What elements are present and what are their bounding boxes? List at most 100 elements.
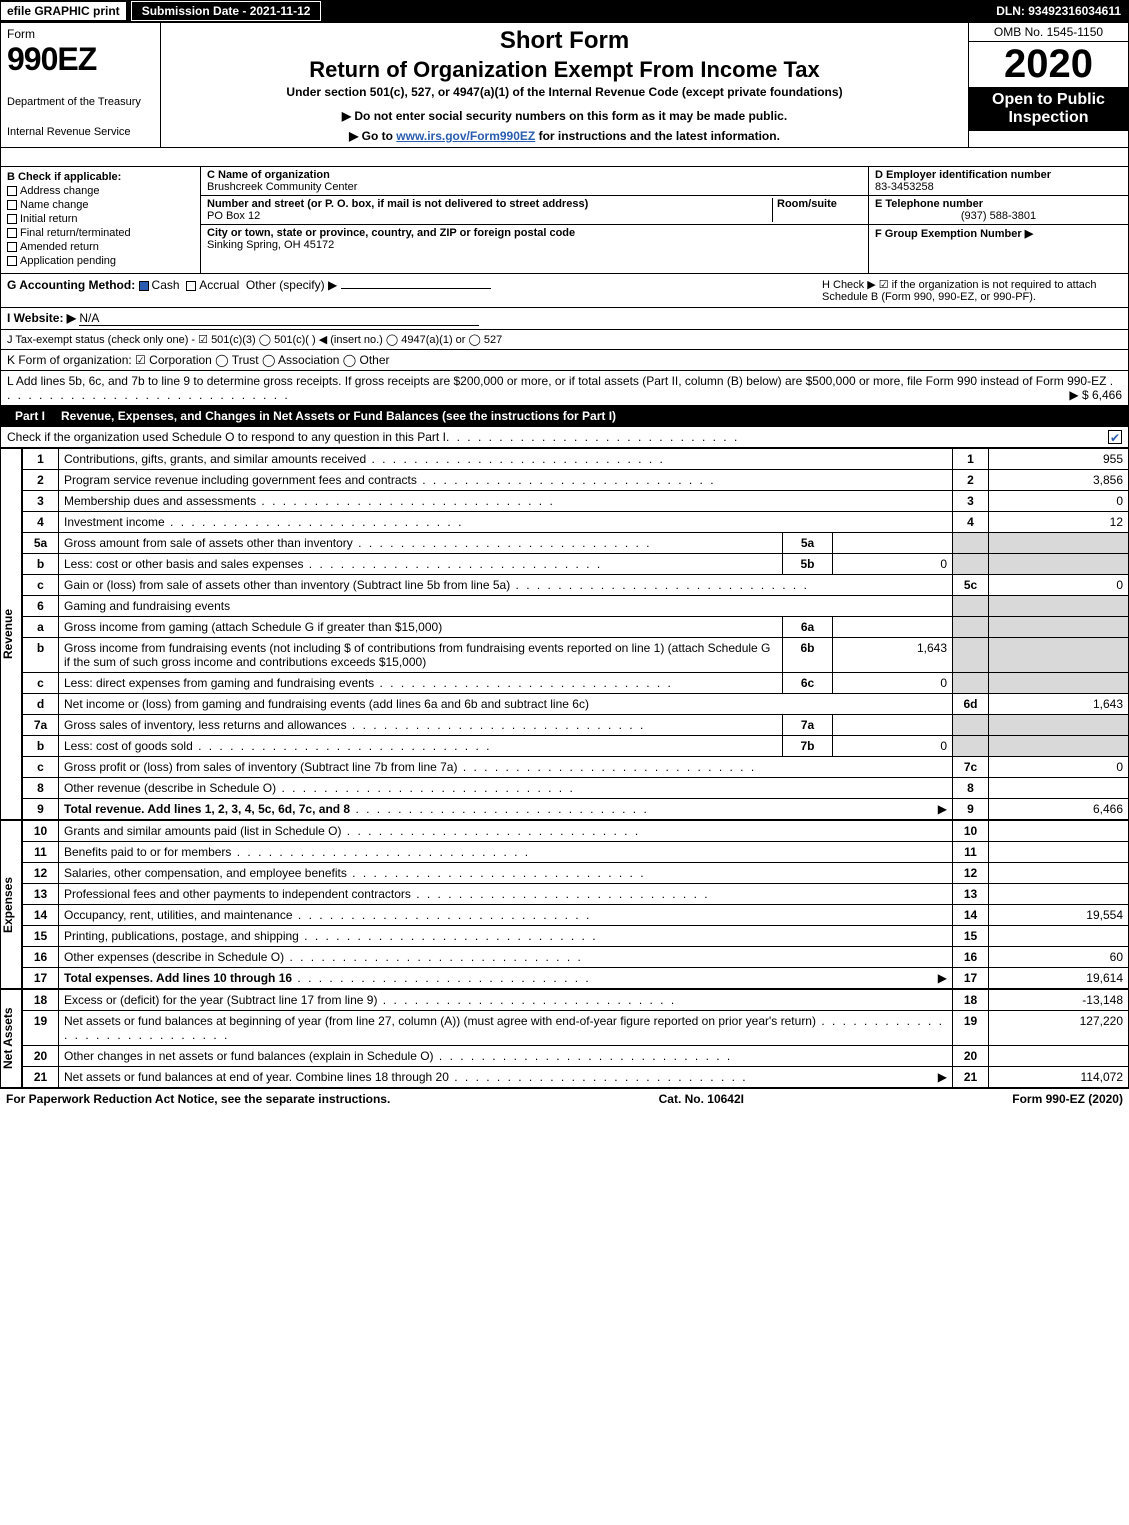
chk-name-change[interactable]: Name change bbox=[7, 199, 194, 211]
goto-link[interactable]: www.irs.gov/Form990EZ bbox=[396, 129, 535, 143]
row-k: K Form of organization: ☑ Corporation ◯ … bbox=[0, 350, 1129, 371]
box-b-header: B Check if applicable: bbox=[7, 171, 194, 183]
row-a-text: A For the 2020 calendar year, or tax yea… bbox=[7, 150, 501, 164]
chk-address-change[interactable]: Address change bbox=[7, 185, 194, 197]
room-label: Room/suite bbox=[777, 198, 837, 210]
line-17: 17Total expenses. Add lines 10 through 1… bbox=[23, 968, 1129, 989]
chk-final-return[interactable]: Final return/terminated bbox=[7, 227, 194, 239]
chk-initial-return[interactable]: Initial return bbox=[7, 213, 194, 225]
form-word: Form bbox=[7, 27, 154, 41]
line-1: 1Contributions, gifts, grants, and simil… bbox=[23, 449, 1129, 470]
phone-row: E Telephone number (937) 588-3801 bbox=[869, 196, 1128, 225]
line-5c: cGain or (loss) from sale of assets othe… bbox=[23, 575, 1129, 596]
line-5a: 5aGross amount from sale of assets other… bbox=[23, 533, 1129, 554]
row-i: I Website: ▶ N/A bbox=[0, 308, 1129, 330]
ein-row: D Employer identification number 83-3453… bbox=[869, 167, 1128, 196]
short-form-title: Short Form bbox=[169, 27, 960, 55]
page-footer: For Paperwork Reduction Act Notice, see … bbox=[0, 1088, 1129, 1109]
footer-right: Form 990-EZ (2020) bbox=[1012, 1092, 1123, 1106]
city-val: Sinking Spring, OH 45172 bbox=[207, 239, 334, 251]
revenue-section: Revenue 1Contributions, gifts, grants, a… bbox=[0, 448, 1129, 820]
net-assets-section: Net Assets 18Excess or (deficit) for the… bbox=[0, 989, 1129, 1088]
box-c: C Name of organization Brushcreek Commun… bbox=[201, 167, 868, 273]
line-6c: cLess: direct expenses from gaming and f… bbox=[23, 673, 1129, 694]
footer-left: For Paperwork Reduction Act Notice, see … bbox=[6, 1092, 390, 1106]
g-other: Other (specify) ▶ bbox=[246, 278, 337, 292]
street-label: Number and street (or P. O. box, if mail… bbox=[207, 198, 588, 210]
expenses-section: Expenses 10Grants and similar amounts pa… bbox=[0, 820, 1129, 989]
f-label: F Group Exemption Number ▶ bbox=[875, 228, 1033, 240]
line-3: 3Membership dues and assessments30 bbox=[23, 491, 1129, 512]
line-12: 12Salaries, other compensation, and empl… bbox=[23, 863, 1129, 884]
e-label: E Telephone number bbox=[875, 198, 983, 210]
box-b: B Check if applicable: Address change Na… bbox=[1, 167, 201, 273]
line-21: 21Net assets or fund balances at end of … bbox=[23, 1067, 1129, 1088]
goto-pre: ▶ Go to bbox=[349, 129, 396, 143]
open-to-public: Open to Public Inspection bbox=[969, 87, 1128, 131]
net-assets-table: 18Excess or (deficit) for the year (Subt… bbox=[22, 989, 1129, 1088]
part1-title: Revenue, Expenses, and Changes in Net As… bbox=[61, 409, 616, 423]
phone-val: (937) 588-3801 bbox=[875, 210, 1122, 222]
line-10: 10Grants and similar amounts paid (list … bbox=[23, 821, 1129, 842]
org-name-row: C Name of organization Brushcreek Commun… bbox=[201, 167, 868, 196]
net-assets-side-label: Net Assets bbox=[0, 989, 22, 1088]
line-7c: cGross profit or (loss) from sales of in… bbox=[23, 757, 1129, 778]
chk-accrual[interactable] bbox=[186, 281, 196, 291]
line-11: 11Benefits paid to or for members11 bbox=[23, 842, 1129, 863]
line-9: 9Total revenue. Add lines 1, 2, 3, 4, 5c… bbox=[23, 799, 1129, 820]
ein-val: 83-3453258 bbox=[875, 181, 934, 193]
line-18: 18Excess or (deficit) for the year (Subt… bbox=[23, 990, 1129, 1011]
line-19: 19Net assets or fund balances at beginni… bbox=[23, 1011, 1129, 1046]
line-7b: bLess: cost of goods sold7b0 bbox=[23, 736, 1129, 757]
chk-amended-return[interactable]: Amended return bbox=[7, 241, 194, 253]
dept-treasury: Department of the Treasury bbox=[7, 96, 154, 108]
part1-check-text: Check if the organization used Schedule … bbox=[7, 430, 446, 444]
c-label: C Name of organization bbox=[207, 169, 330, 181]
row-l: L Add lines 5b, 6c, and 7b to line 9 to … bbox=[0, 371, 1129, 406]
part1-header: Part I Revenue, Expenses, and Changes in… bbox=[0, 406, 1129, 427]
line-13: 13Professional fees and other payments t… bbox=[23, 884, 1129, 905]
header-bar: efile GRAPHIC print Submission Date - 20… bbox=[0, 0, 1129, 22]
under-section: Under section 501(c), 527, or 4947(a)(1)… bbox=[169, 85, 960, 99]
line-2: 2Program service revenue including gover… bbox=[23, 470, 1129, 491]
line-14: 14Occupancy, rent, utilities, and mainte… bbox=[23, 905, 1129, 926]
revenue-side-label: Revenue bbox=[0, 448, 22, 820]
city-label: City or town, state or province, country… bbox=[207, 227, 575, 239]
part1-schedule-o-checkbox[interactable]: ✔ bbox=[1108, 430, 1122, 444]
row-l-amt: ▶ $ 6,466 bbox=[1069, 388, 1122, 402]
row-l-text: L Add lines 5b, 6c, and 7b to line 9 to … bbox=[7, 374, 1106, 388]
title-block: Form 990EZ Department of the Treasury In… bbox=[0, 22, 1129, 148]
row-g: G Accounting Method: Cash Accrual Other … bbox=[7, 278, 822, 303]
chk-application-pending[interactable]: Application pending bbox=[7, 255, 194, 267]
row-a-taxyear: A For the 2020 calendar year, or tax yea… bbox=[0, 148, 1129, 167]
line-4: 4Investment income412 bbox=[23, 512, 1129, 533]
part1-check-row: Check if the organization used Schedule … bbox=[0, 427, 1129, 448]
ssn-warning: ▶ Do not enter social security numbers o… bbox=[169, 109, 960, 123]
goto-post: for instructions and the latest informat… bbox=[539, 129, 780, 143]
g-label: G Accounting Method: bbox=[7, 278, 135, 292]
box-def: D Employer identification number 83-3453… bbox=[868, 167, 1128, 273]
part1-label: Part I bbox=[7, 409, 53, 423]
efile-print-label[interactable]: efile GRAPHIC print bbox=[0, 1, 127, 21]
line-16: 16Other expenses (describe in Schedule O… bbox=[23, 947, 1129, 968]
irs-label: Internal Revenue Service bbox=[7, 126, 154, 138]
line-8: 8Other revenue (describe in Schedule O)8 bbox=[23, 778, 1129, 799]
line-15: 15Printing, publications, postage, and s… bbox=[23, 926, 1129, 947]
row-g-h: G Accounting Method: Cash Accrual Other … bbox=[0, 274, 1129, 308]
form-number: 990EZ bbox=[7, 41, 154, 78]
title-right: OMB No. 1545-1150 2020 Open to Public In… bbox=[968, 23, 1128, 147]
expenses-table: 10Grants and similar amounts paid (list … bbox=[22, 820, 1129, 989]
line-6a: aGross income from gaming (attach Schedu… bbox=[23, 617, 1129, 638]
expenses-side-label: Expenses bbox=[0, 820, 22, 989]
chk-cash[interactable] bbox=[139, 281, 149, 291]
row-h: H Check ▶ ☑ if the organization is not r… bbox=[822, 278, 1122, 303]
title-center: Short Form Return of Organization Exempt… bbox=[161, 23, 968, 147]
line-6d: dNet income or (loss) from gaming and fu… bbox=[23, 694, 1129, 715]
street-val: PO Box 12 bbox=[207, 210, 260, 222]
form-id-box: Form 990EZ Department of the Treasury In… bbox=[1, 23, 161, 147]
group-exemption-row: F Group Exemption Number ▶ bbox=[869, 225, 1128, 242]
city-row: City or town, state or province, country… bbox=[201, 225, 868, 253]
submission-date: Submission Date - 2021-11-12 bbox=[131, 1, 322, 21]
return-title: Return of Organization Exempt From Incom… bbox=[169, 57, 960, 83]
row-j: J Tax-exempt status (check only one) - ☑… bbox=[0, 330, 1129, 350]
